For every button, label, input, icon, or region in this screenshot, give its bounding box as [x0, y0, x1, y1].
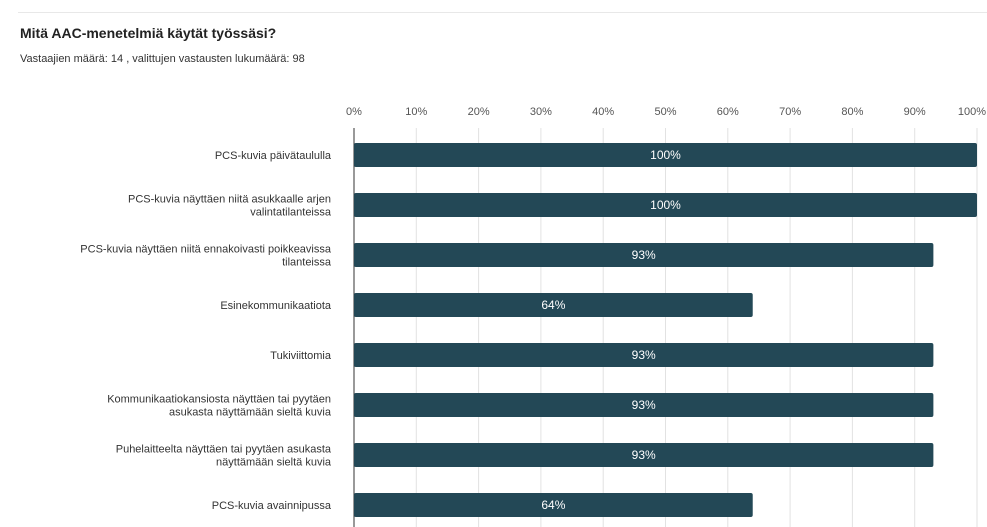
bar-value-label: 100% [650, 148, 681, 162]
bar-value-label: 93% [632, 348, 656, 362]
bar [354, 343, 934, 367]
category-label: Tukiviittomia [270, 350, 332, 362]
bar-value-label: 64% [541, 298, 565, 312]
grid-lines [415, 128, 978, 527]
bar [354, 193, 977, 217]
category-labels: PCS-kuvia päivätaululla PCS-kuvia näyttäe… [80, 150, 332, 512]
bar-value-label: 64% [541, 498, 565, 512]
x-tick-label: 20% [468, 106, 490, 118]
category-label: PCS-kuvia näyttäen niitä ennakoivasti po… [80, 244, 332, 256]
x-tick-label: 0% [346, 106, 362, 118]
category-label: PCS-kuvia näyttäen niitä asukkaalle arje… [128, 194, 331, 206]
category-label: Esinekommunikaatiota [220, 300, 332, 312]
x-tick-label: 80% [841, 106, 863, 118]
question-title: Mitä AAC-menetelmiä käytät työssäsi? [20, 25, 277, 41]
x-tick-label: 10% [405, 106, 427, 118]
bar [354, 393, 934, 417]
bar-value-label: 93% [632, 448, 656, 462]
bar [354, 293, 753, 317]
bar [354, 243, 934, 267]
category-label: asukasta näyttämään sieltä kuvia [169, 407, 332, 419]
x-axis-ticks: 0% 10% 20% 30% 40% 50% 60% 70% 80% 90% 100% [346, 106, 986, 118]
bar-value-label: 100% [650, 198, 681, 212]
category-label: näyttämään sieltä kuvia [216, 457, 332, 469]
respondent-count: Vastaajien määrä: 14 , valittujen vastau… [20, 53, 305, 65]
x-tick-label: 60% [717, 106, 739, 118]
category-label: PCS-kuvia päivätaululla [215, 150, 332, 162]
bar-value-label: 93% [632, 248, 656, 262]
x-tick-label: 90% [904, 106, 926, 118]
top-divider [18, 12, 987, 13]
x-tick-label: 70% [779, 106, 801, 118]
category-label: Puhelaitteelta näyttäen tai pyytäen asuk… [116, 444, 332, 456]
bars: 100% 100% 93% 64% 93% 93% 93% 64% [354, 143, 977, 517]
category-label: Kommunikaatiokansiosta näyttäen tai pyyt… [107, 394, 331, 406]
x-tick-label: 100% [958, 106, 986, 118]
x-tick-label: 40% [592, 106, 614, 118]
category-label: valintatilanteissa [250, 207, 332, 219]
bar [354, 143, 977, 167]
bar-value-label: 93% [632, 398, 656, 412]
x-tick-label: 30% [530, 106, 552, 118]
bar [354, 493, 753, 517]
bar [354, 443, 934, 467]
category-label: tilanteissa [282, 257, 332, 269]
category-label: PCS-kuvia avainnipussa [212, 500, 332, 512]
x-tick-label: 50% [654, 106, 676, 118]
